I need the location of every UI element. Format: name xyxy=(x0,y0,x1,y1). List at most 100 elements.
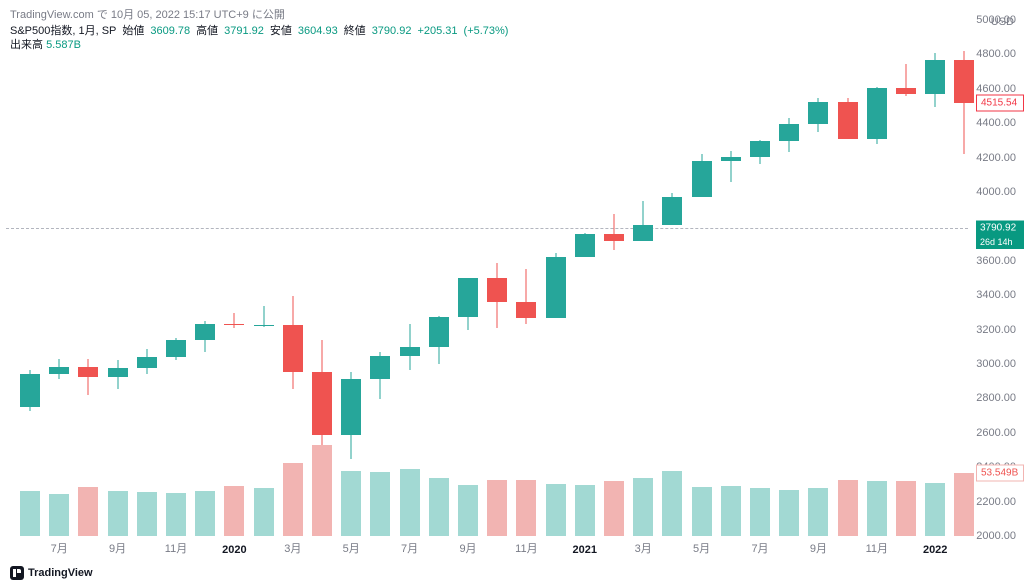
candle xyxy=(166,338,186,361)
volume-bar xyxy=(283,463,303,536)
volume-bar xyxy=(429,478,449,536)
candle xyxy=(867,87,887,144)
volume-bar xyxy=(400,469,420,536)
candle xyxy=(137,349,157,375)
price-badge: 3790.92 xyxy=(976,220,1024,235)
candle xyxy=(838,98,858,139)
volume-bar xyxy=(808,488,828,536)
y-tick: 4800.00 xyxy=(976,48,1016,60)
x-tick: 11月 xyxy=(866,540,888,556)
candle xyxy=(283,296,303,389)
y-tick: 2800.00 xyxy=(976,392,1016,404)
volume-bar xyxy=(604,481,624,536)
candle xyxy=(516,269,536,323)
current-price-line xyxy=(6,228,968,229)
candle xyxy=(20,370,40,411)
volume-bar xyxy=(312,445,332,536)
x-tick: 9月 xyxy=(810,540,827,556)
volume-bar xyxy=(458,485,478,536)
x-tick: 11月 xyxy=(165,540,187,556)
candle xyxy=(604,214,624,250)
volume-badge: 53.549B xyxy=(976,465,1024,482)
candle xyxy=(458,278,478,330)
x-tick: 11月 xyxy=(515,540,537,556)
volume-bar xyxy=(108,491,128,536)
candle xyxy=(750,140,770,164)
volume-bar xyxy=(633,478,653,536)
volume-bar xyxy=(224,486,244,536)
volume-bar xyxy=(546,484,566,536)
candle xyxy=(633,201,653,240)
tv-logo-icon xyxy=(10,566,24,580)
volume-bar xyxy=(487,480,507,536)
volume-bar xyxy=(341,471,361,536)
y-tick: 3200.00 xyxy=(976,324,1016,336)
volume-bar xyxy=(896,481,916,536)
volume-bar xyxy=(254,488,274,536)
candle xyxy=(78,359,98,394)
x-tick: 7月 xyxy=(51,540,68,556)
last-close-badge: 4515.54 xyxy=(976,95,1024,112)
y-tick: 2200.00 xyxy=(976,496,1016,508)
candle xyxy=(925,53,945,107)
candle xyxy=(546,253,566,316)
candle xyxy=(808,98,828,132)
price-badge: 26d 14h xyxy=(976,235,1024,249)
x-tick: 2022 xyxy=(923,544,947,556)
volume-bar xyxy=(78,487,98,536)
candle xyxy=(779,118,799,152)
volume-bar xyxy=(925,483,945,536)
volume-bar xyxy=(20,491,40,536)
y-tick: 4400.00 xyxy=(976,117,1016,129)
candle xyxy=(487,263,507,328)
volume-bar xyxy=(49,494,69,536)
y-tick: 3600.00 xyxy=(976,255,1016,267)
x-tick: 5月 xyxy=(343,540,360,556)
candle xyxy=(341,372,361,459)
candle xyxy=(721,151,741,182)
x-tick: 7月 xyxy=(401,540,418,556)
volume-bar xyxy=(750,488,770,536)
volume-bar xyxy=(692,487,712,536)
volume-bar xyxy=(137,492,157,536)
tradingview-logo: TradingView xyxy=(10,566,93,580)
y-tick: 3400.00 xyxy=(976,289,1016,301)
volume-bar xyxy=(370,472,390,536)
volume-bar xyxy=(166,493,186,536)
candle xyxy=(896,64,916,96)
volume-bar xyxy=(867,481,887,536)
chart-area[interactable] xyxy=(6,20,968,536)
candle xyxy=(49,359,69,379)
volume-bar xyxy=(954,473,974,536)
x-tick: 3月 xyxy=(635,540,652,556)
y-tick: 4200.00 xyxy=(976,152,1016,164)
volume-bar xyxy=(195,491,215,536)
x-tick: 3月 xyxy=(284,540,301,556)
y-tick: 2600.00 xyxy=(976,427,1016,439)
candle xyxy=(400,324,420,370)
candle xyxy=(370,352,390,399)
x-tick: 9月 xyxy=(459,540,476,556)
y-tick: 3000.00 xyxy=(976,358,1016,370)
candle xyxy=(108,360,128,389)
x-tick: 9月 xyxy=(109,540,126,556)
y-tick: 4600.00 xyxy=(976,83,1016,95)
candle xyxy=(692,154,712,182)
volume-bar xyxy=(575,485,595,536)
candle xyxy=(254,306,274,327)
candle xyxy=(662,193,682,217)
volume-bar xyxy=(516,480,536,536)
volume-bar xyxy=(662,471,682,536)
y-tick: 5000.00 xyxy=(976,14,1016,26)
y-tick: 4000.00 xyxy=(976,186,1016,198)
x-tick: 5月 xyxy=(693,540,710,556)
x-tick: 7月 xyxy=(751,540,768,556)
candle xyxy=(429,316,449,364)
candle xyxy=(224,313,244,327)
x-tick: 2020 xyxy=(222,544,246,556)
y-tick: 2000.00 xyxy=(976,530,1016,542)
candle xyxy=(195,321,215,352)
x-tick: 2021 xyxy=(573,544,597,556)
candle xyxy=(575,233,595,255)
footer-text: TradingView xyxy=(28,567,93,579)
